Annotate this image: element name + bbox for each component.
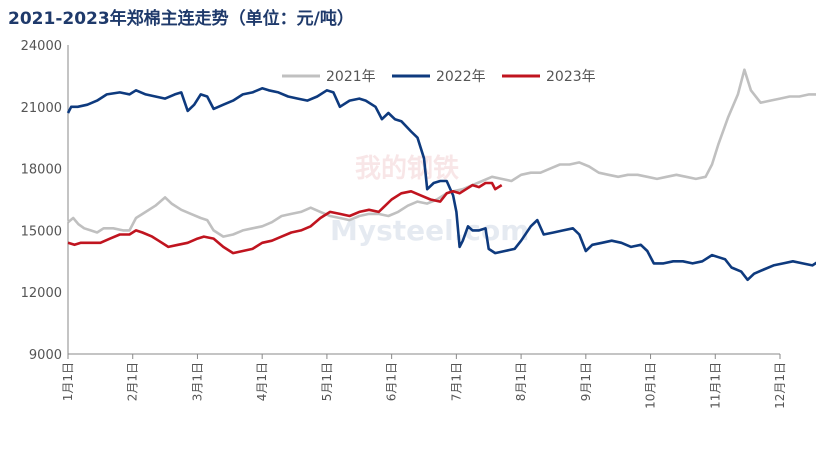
x-tick-label: 2月1日 — [126, 362, 140, 401]
series-group — [66, 68, 816, 282]
legend-label: 2023年 — [546, 69, 596, 85]
y-tick-label: 18000 — [21, 163, 62, 178]
legend-label: 2021年 — [326, 69, 376, 85]
x-tick-label: 11月1日 — [708, 362, 722, 409]
x-tick-label: 10月1日 — [644, 362, 658, 409]
x-tick-label: 9月1日 — [579, 362, 593, 401]
mysteel-watermark: 我的钢铁 Mysteel.com — [330, 153, 529, 247]
y-tick-label: 15000 — [21, 224, 62, 239]
series-line-2023年 — [67, 181, 503, 255]
x-axis: 1月1日 2月1日 3月1日 4月1日 5月1日 6月1日 7月1日 8月1日 9月1日 10月1… — [61, 353, 787, 409]
y-tick-label: 9000 — [29, 348, 62, 363]
x-tick-label: 12月1日 — [773, 362, 787, 409]
x-tick-label: 6月1日 — [385, 362, 399, 401]
y-tick-label: 12000 — [21, 286, 62, 301]
watermark-logo: 我的钢铁 — [355, 153, 459, 184]
legend: 2021年 2022年 2023年 — [282, 69, 596, 85]
x-tick-label: 5月1日 — [320, 362, 334, 401]
y-tick-label: 24000 — [21, 39, 62, 54]
y-tick-label: 21000 — [21, 101, 62, 116]
y-axis: 24000 21000 18000 15000 12000 9000 — [21, 39, 69, 363]
legend-label: 2022年 — [436, 69, 486, 85]
x-tick-label: 7月1日 — [449, 362, 463, 401]
series-line-2021年 — [67, 68, 816, 238]
x-tick-label: 8月1日 — [514, 362, 528, 401]
x-tick-label: 4月1日 — [255, 362, 269, 401]
series-line-2022年 — [66, 87, 816, 282]
chart-title: 2021-2023年郑棉主连走势（单位：元/吨） — [8, 9, 354, 29]
x-tick-label: 3月1日 — [190, 362, 204, 401]
watermark-site: Mysteel.com — [330, 214, 529, 247]
x-tick-label: 1月1日 — [61, 362, 75, 401]
